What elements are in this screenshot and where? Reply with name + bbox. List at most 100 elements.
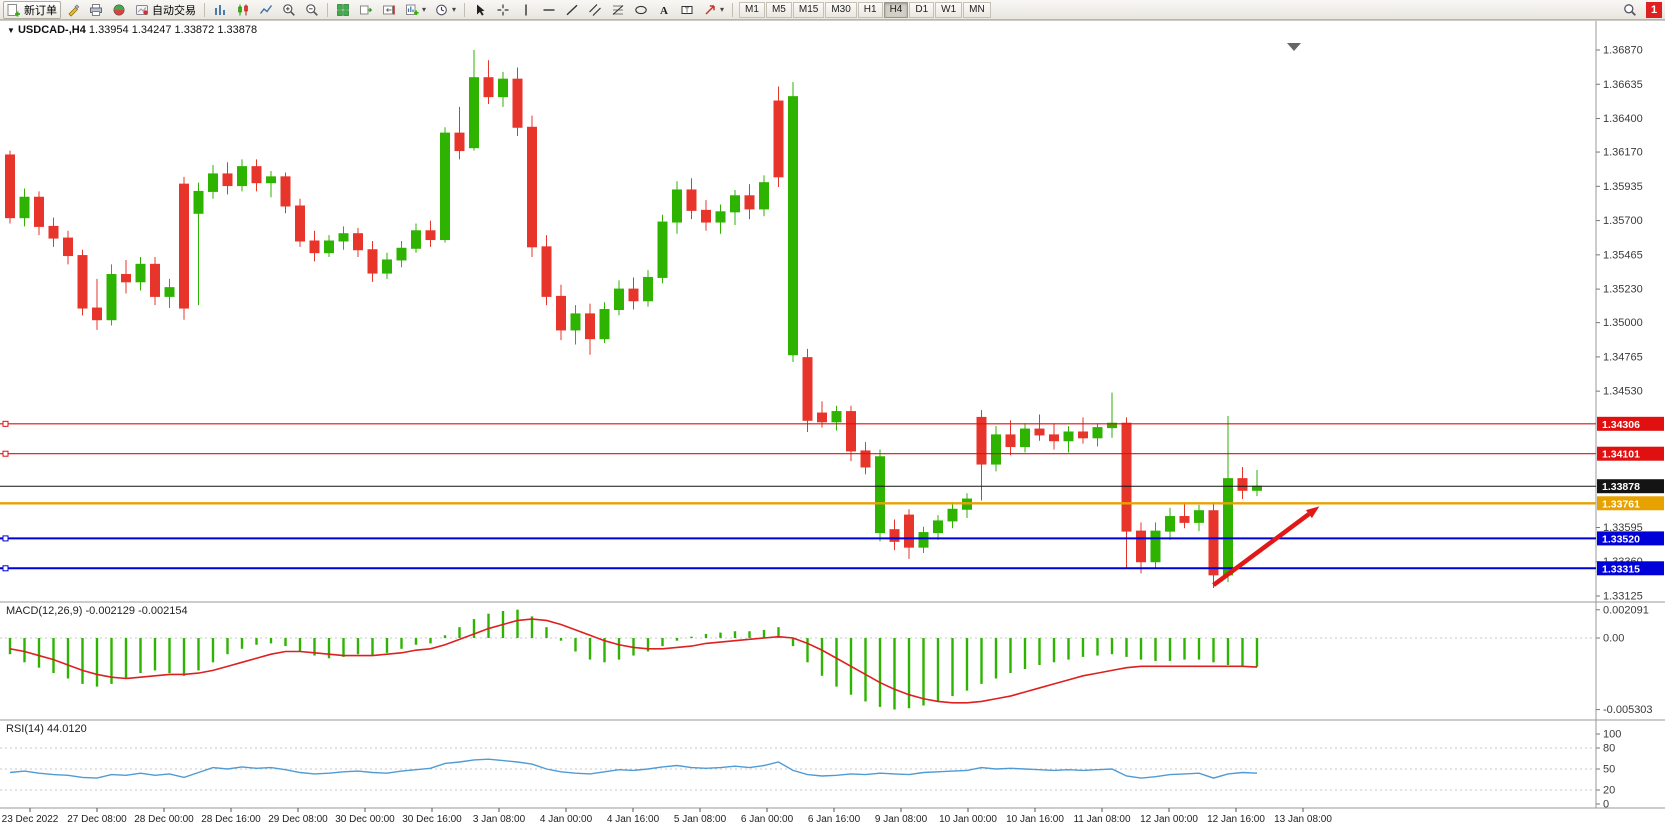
channel-button[interactable] [584, 1, 606, 19]
bear-candle [1005, 434, 1016, 448]
bear-candle [367, 249, 378, 274]
rsi-pane-label: RSI(14) 44.0120 [6, 723, 87, 735]
zoom-in-button[interactable] [278, 1, 300, 19]
shapes-button[interactable] [630, 1, 652, 19]
bull-candle [991, 434, 1001, 465]
time-axis-label: 5 Jan 08:00 [674, 814, 727, 825]
toolbar-separator [464, 2, 466, 17]
auto-scroll-button[interactable] [355, 1, 377, 19]
dropdown-caret: ▾ [422, 4, 427, 14]
bear-candle [48, 225, 59, 239]
chart-shift-marker [1287, 43, 1301, 51]
time-axis-label: 6 Jan 16:00 [808, 814, 861, 825]
time-axis-label: 29 Dec 08:00 [268, 814, 328, 825]
price-badge [1597, 496, 1664, 511]
rsi-axis-label: 80 [1603, 743, 1615, 755]
bull-candle [570, 313, 581, 331]
bar-chart-button[interactable] [209, 1, 231, 19]
trendline-icon [566, 4, 578, 15]
chart-shift-button[interactable] [378, 1, 400, 19]
print-button[interactable] [85, 1, 107, 19]
timeframe-button-m30[interactable]: M30 [825, 1, 857, 18]
print-icon [90, 3, 102, 16]
community-button[interactable] [108, 1, 130, 19]
notification-badge[interactable]: 1 [1646, 1, 1662, 18]
timeframe-button-h4[interactable]: H4 [883, 1, 909, 18]
timeframe-button-d1[interactable]: D1 [909, 1, 935, 18]
auto-trading-label: 自动交易 [152, 4, 196, 17]
time-axis-label: 4 Jan 00:00 [540, 814, 593, 825]
macd-layer [8, 609, 1259, 710]
new-order-button[interactable]: 新订单 [3, 0, 61, 19]
trendline-button[interactable] [561, 1, 583, 19]
price-axis-label: 1.35700 [1603, 215, 1643, 227]
bear-candle [121, 274, 131, 283]
macd-indicator-name: MACD(12,26,9) [6, 605, 83, 617]
bull-candle [759, 182, 769, 210]
toolbar-separator [732, 2, 734, 17]
dropdown-caret: ▾ [720, 4, 725, 14]
candlestick-button[interactable] [232, 1, 254, 19]
bear-candle [773, 100, 784, 178]
bull-candle [947, 508, 958, 522]
price-axis-label: 1.36170 [1603, 147, 1643, 159]
svg-text:T: T [685, 7, 690, 14]
rsi-axis-label: 50 [1603, 764, 1615, 776]
timeframe-button-w1[interactable]: W1 [935, 1, 963, 18]
auto-trading-button[interactable]: 自动交易 [131, 1, 200, 19]
annotation-arrow-head [1305, 506, 1320, 519]
bull-candle [469, 77, 479, 149]
arrows-button[interactable]: ▾ [699, 1, 728, 19]
new-order-icon [7, 3, 20, 16]
line-chart-icon [259, 4, 273, 14]
line-chart-button[interactable] [255, 1, 277, 19]
price-chart-canvas[interactable]: 1.36870 1.36635 1.36400 1.36170 1.35935 1.357… [0, 20, 1665, 828]
bull-candle [1194, 510, 1204, 523]
new-chart-button[interactable]: ▾ [401, 1, 430, 19]
vertical-line-button[interactable] [515, 1, 537, 19]
price-badge-label: 1.33761 [1602, 498, 1640, 510]
macd-signal-line [9, 618, 1258, 704]
cursor-button[interactable] [469, 1, 491, 19]
bear-candle [701, 209, 711, 223]
bear-candle [353, 233, 363, 251]
horizontal-line-button[interactable] [538, 1, 560, 19]
bull-candle [237, 166, 247, 187]
toolbar: 新订单 自动交易 [0, 0, 1665, 20]
vertical-line-icon [525, 4, 527, 15]
bear-candle [222, 173, 233, 187]
chart-window: 1.36870 1.36635 1.36400 1.36170 1.35935 1.357… [0, 20, 1665, 828]
metaeditor-button[interactable] [62, 1, 84, 19]
periods-button[interactable]: ▾ [431, 1, 460, 19]
label-button[interactable]: T [676, 1, 698, 19]
price-axis-label: 1.34765 [1603, 351, 1643, 363]
price-badge [1597, 416, 1664, 431]
price-axis-label: 1.35465 [1603, 249, 1643, 261]
bull-candle [672, 189, 682, 223]
timeframe-button-m15[interactable]: M15 [792, 1, 825, 18]
auto-scroll-icon [360, 5, 372, 14]
zoom-out-button[interactable] [301, 1, 323, 19]
timeframe-button-h1[interactable]: H1 [857, 1, 883, 18]
crosshair-button[interactable] [492, 1, 514, 19]
timeframe-button-m1[interactable]: M1 [739, 1, 765, 18]
price-axis-label: 1.36635 [1603, 79, 1643, 91]
time-axis: 23 Dec 2022 27 Dec 08:00 28 Dec 00:00 28 De… [2, 808, 1332, 825]
bear-candle [309, 240, 320, 254]
bear-candle [92, 307, 102, 321]
timeframe-button-mn[interactable]: MN [963, 1, 991, 18]
tile-windows-button[interactable] [332, 1, 354, 19]
timeframe-button-m5[interactable]: M5 [765, 1, 792, 18]
bear-candle [34, 196, 44, 227]
bull-candle [1092, 427, 1103, 439]
price-badge [1597, 479, 1664, 494]
bear-candle [425, 230, 436, 241]
candlestick-icon [238, 4, 248, 15]
fibonacci-button[interactable] [607, 1, 629, 19]
macd-axis-label: 0.00 [1603, 633, 1624, 645]
periods-icon [436, 4, 447, 15]
horizontal-line-icon [543, 8, 555, 11]
search-button[interactable] [1619, 1, 1641, 19]
text-button[interactable]: A [653, 1, 675, 19]
bear-candle [179, 183, 189, 309]
